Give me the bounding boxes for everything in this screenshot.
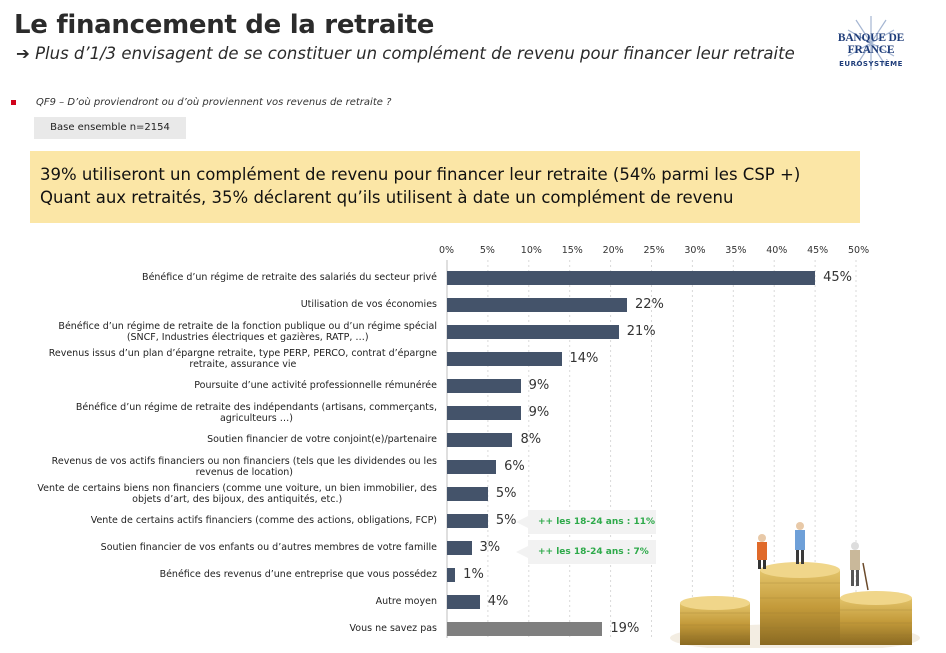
category-label: Bénéfice des revenus d’une entreprise qu… <box>160 569 437 581</box>
category-label: Autre moyen <box>376 596 437 608</box>
value-label: 9% <box>528 405 550 420</box>
logo-name: BANQUE DE FRANCE <box>837 32 905 56</box>
category-label-line: (SNCF, Industries électriques et gazière… <box>126 332 369 343</box>
page-subtitle: ➔ Plus d’1/3 envisagent de se constituer… <box>16 44 810 63</box>
page-title: Le financement de la retraite <box>14 10 435 40</box>
category-label-line: Soutien financier de votre conjoint(e)/p… <box>207 434 437 446</box>
category-label-line: Vous ne savez pas <box>349 623 438 635</box>
category-label: Revenus issus d’un plan d’épargne retrai… <box>49 348 437 371</box>
x-tick-label: 45% <box>807 245 829 256</box>
category-label-line: Vente de certains biens non financiers (… <box>37 482 437 494</box>
callout-soutien-enfants: ++ les 18-24 ans : 7% <box>516 540 656 564</box>
logo-subtitle: EUROSYSTÈME <box>839 60 903 68</box>
value-label: 3% <box>479 540 501 555</box>
bar <box>447 406 521 420</box>
category-label-line: Bénéfice des revenus d’une entreprise qu… <box>159 569 437 581</box>
survey-question: QF9 – D’où proviendront ou d’où provienn… <box>36 97 392 108</box>
x-tick-label: 50% <box>848 245 870 256</box>
bar <box>447 595 480 609</box>
category-label: Bénéfice d’un régime de retraite de la f… <box>58 321 437 344</box>
category-label: Revenus de vos actifs financiers ou non … <box>52 456 437 479</box>
category-label: Utilisation de vos économies <box>301 299 437 311</box>
category-label: Vente de certains actifs financiers (com… <box>91 515 437 527</box>
value-label: 1% <box>463 567 484 582</box>
value-label: 19% <box>610 621 640 636</box>
value-label: 4% <box>487 594 509 609</box>
arrow-right-icon: ➔ <box>16 44 36 63</box>
highlight-line-2: Quant aux retraités, 35% déclarent qu’il… <box>40 188 734 207</box>
category-label-line: Revenus issus d’un plan d’épargne retrai… <box>48 347 437 359</box>
base-label: Base ensemble n=2154 <box>34 117 186 139</box>
category-label-line: Bénéfice d’un régime de retraite de la f… <box>58 320 437 332</box>
category-label-line: Bénéfice d’un régime de retraite des ind… <box>75 401 437 413</box>
value-label: 6% <box>504 459 525 474</box>
value-label: 8% <box>520 432 542 447</box>
x-tick-label: 15% <box>561 245 583 256</box>
x-tick-label: 40% <box>766 245 788 256</box>
bar <box>447 487 488 501</box>
category-label: Poursuite d’une activité professionnelle… <box>194 380 437 392</box>
x-tick-label: 30% <box>684 245 706 256</box>
category-label: Soutien financier de vos enfants ou d’au… <box>101 542 437 554</box>
bar <box>447 541 472 555</box>
category-label-line: retraite, assurance vie <box>189 359 297 370</box>
bar <box>447 271 816 285</box>
bar <box>447 514 488 528</box>
bar <box>447 433 513 447</box>
category-label-line: Revenus de vos actifs financiers ou non … <box>51 455 437 467</box>
subtitle-text: Plus d’1/3 envisagent de se constituer u… <box>35 44 795 63</box>
bar <box>447 325 619 339</box>
category-label: Bénéfice d’un régime de retraite des ind… <box>76 402 437 425</box>
x-tick-label: 5% <box>479 245 495 256</box>
bar <box>447 298 627 312</box>
category-label-line: Vente de certains actifs financiers (com… <box>90 515 437 527</box>
bar <box>447 622 603 636</box>
value-label: 5% <box>495 513 517 528</box>
x-tick-label: 0% <box>439 245 455 256</box>
category-label-line: objets d’art, des bijoux, des antiquités… <box>132 494 343 505</box>
highlight-line-1: 39% utiliseront un complément de revenu … <box>40 165 801 184</box>
bar <box>447 568 456 582</box>
category-label-line: agriculteurs …) <box>219 413 293 424</box>
highlight-box: 39% utiliseront un complément de revenu … <box>30 151 860 223</box>
snowflake-emblem-icon <box>847 16 895 70</box>
banque-de-france-logo: BANQUE DE FRANCE EUROSYSTÈME <box>816 14 926 74</box>
category-label: Bénéfice d’un régime de retraite des sal… <box>142 272 437 284</box>
value-label: 45% <box>823 270 852 285</box>
bullet-marker <box>11 100 16 105</box>
category-label-line: Autre moyen <box>375 596 437 608</box>
x-tick-label: 35% <box>725 245 747 256</box>
x-tick-label: 10% <box>520 245 542 256</box>
callout-vente-actifs: ++ les 18-24 ans : 11% <box>516 510 656 534</box>
category-label-line: revenus de location) <box>195 467 293 478</box>
value-label: 14% <box>569 351 599 366</box>
category-label-line: Poursuite d’une activité professionnelle… <box>194 380 437 392</box>
bar <box>447 379 521 393</box>
category-label: Soutien financier de votre conjoint(e)/p… <box>207 434 437 446</box>
x-tick-label: 25% <box>643 245 665 256</box>
value-label: 9% <box>528 378 550 393</box>
category-label-line: Bénéfice d’un régime de retraite des sal… <box>142 272 437 284</box>
value-label: 5% <box>495 486 517 501</box>
category-label-line: Soutien financier de vos enfants ou d’au… <box>100 542 437 554</box>
coins-figurines-image <box>670 522 920 648</box>
category-label: Vente de certains biens non financiers (… <box>37 483 437 506</box>
bar <box>447 460 497 474</box>
value-label: 22% <box>634 297 664 312</box>
category-label: Vous ne savez pas <box>350 623 438 635</box>
category-label-line: Utilisation de vos économies <box>300 299 437 311</box>
value-label: 21% <box>626 324 656 339</box>
x-tick-label: 20% <box>602 245 624 256</box>
bar <box>447 352 562 366</box>
